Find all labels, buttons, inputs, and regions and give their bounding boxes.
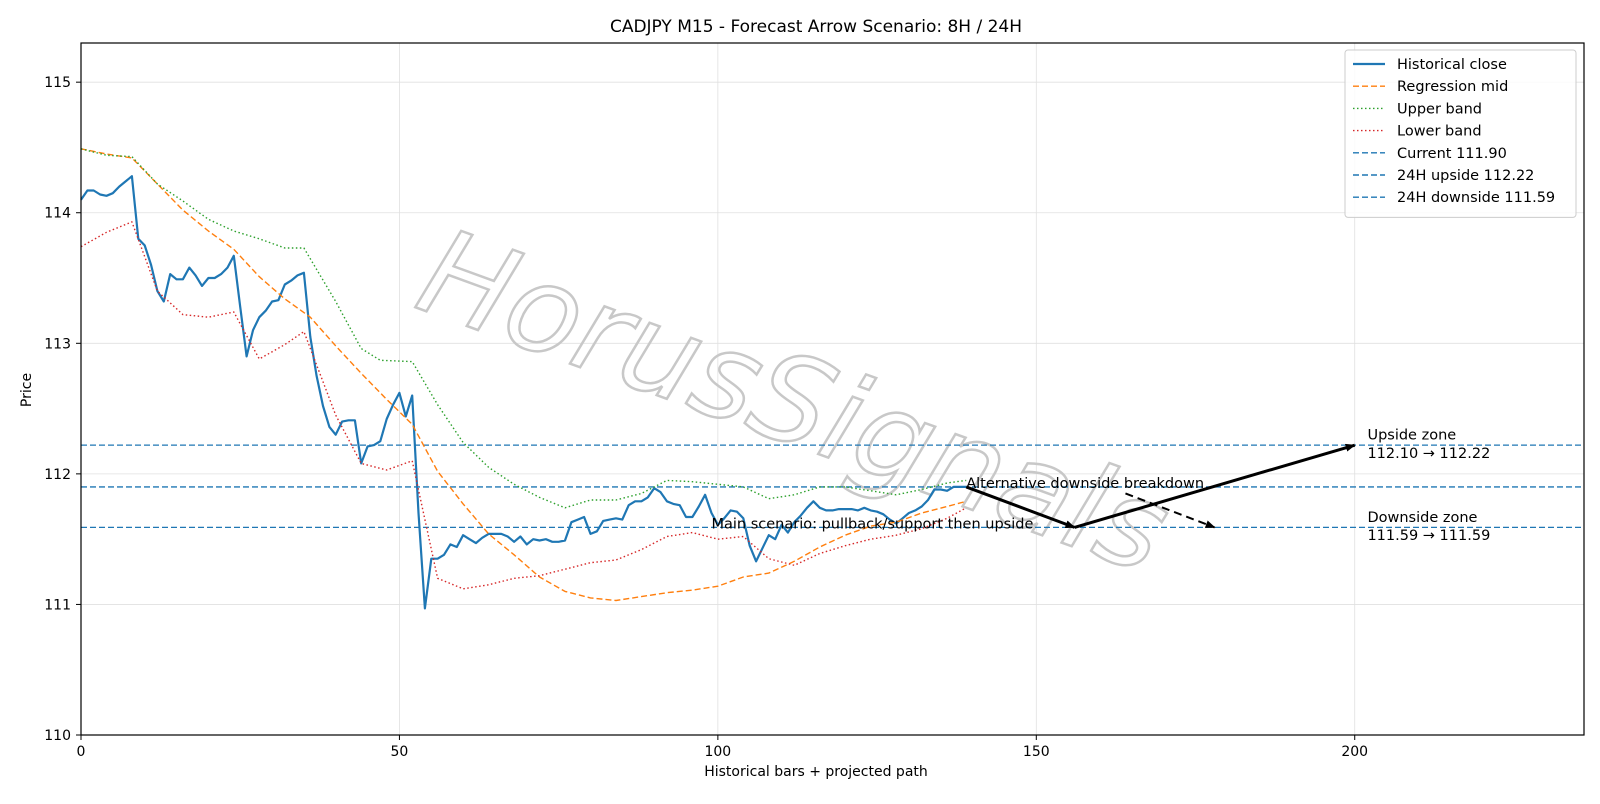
series-line	[80, 148, 967, 509]
series-line	[80, 175, 967, 610]
annotation-text: Main scenario: pullback/support then ups…	[711, 516, 1033, 532]
y-tick-label: 112	[44, 467, 71, 483]
legend-label: Current 111.90	[1397, 146, 1507, 162]
y-tick-label: 110	[44, 728, 71, 744]
watermark-logo: HorusSignals	[402, 203, 1185, 601]
y-axis-label: Price	[19, 373, 35, 407]
tick-layer: 0 50 100 150 200 110 111 112 113 114 115	[44, 75, 1368, 760]
series-line	[80, 148, 967, 602]
x-tick-label: 50	[391, 744, 409, 760]
y-tick-label: 113	[44, 336, 71, 352]
y-tick-label: 114	[44, 206, 71, 222]
series-line	[80, 221, 967, 590]
scenario-arrow	[1125, 492, 1216, 529]
legend-label: 24H downside 111.59	[1397, 190, 1555, 206]
scenario-arrows-layer	[965, 443, 1356, 529]
x-axis-label: Historical bars + projected path	[704, 764, 928, 780]
legend-label: Historical close	[1397, 57, 1507, 73]
legend: Historical close Regression mid Upper band…	[1344, 49, 1577, 218]
x-tick-label: 0	[77, 744, 86, 760]
series-layer	[80, 148, 967, 610]
scenario-arrow	[965, 485, 1076, 529]
y-tick-label: 111	[44, 597, 71, 613]
x-tick-label: 100	[704, 744, 731, 760]
scenario-arrow	[1074, 443, 1356, 529]
plot-frame	[80, 42, 1585, 736]
legend-label: Lower band	[1397, 124, 1482, 140]
annotation-text: Alternative downside breakdown	[966, 476, 1204, 492]
annotation-text: 112.10 → 112.22	[1367, 446, 1490, 462]
legend-label: Regression mid	[1397, 79, 1508, 95]
x-tick-label: 150	[1023, 744, 1050, 760]
chart-title: CADJPY M15 - Forecast Arrow Scenario: 8H…	[610, 17, 1022, 37]
legend-label: Upper band	[1397, 101, 1482, 117]
watermark-layer: HorusSignals	[401, 202, 1187, 603]
annotation-text: Upside zone	[1367, 428, 1456, 444]
legend-box	[1344, 49, 1577, 218]
legend-label: 24H upside 112.22	[1397, 168, 1534, 184]
y-tick-label: 115	[44, 75, 71, 91]
annotation-layer: Alternative downside breakdown Main scena…	[711, 428, 1490, 545]
x-tick-label: 200	[1341, 744, 1368, 760]
annotation-text: Downside zone	[1367, 510, 1477, 526]
annotation-text: 111.59 → 111.59	[1367, 528, 1490, 544]
